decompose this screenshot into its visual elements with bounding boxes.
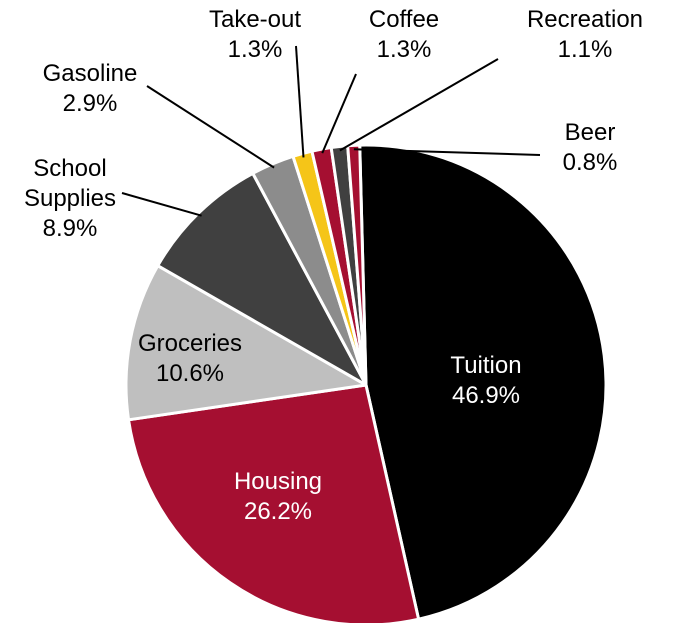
- slice-value-groceries: 10.6%: [156, 360, 224, 387]
- slice-label-coffee: Coffee: [369, 6, 439, 33]
- slice-label-recreation: Recreation: [527, 6, 643, 33]
- slice-label-groceries: Groceries: [138, 330, 242, 357]
- slice-value-tuition: 46.9%: [452, 382, 520, 409]
- slice-value-beer: 0.8%: [563, 149, 618, 176]
- slice-label-housing: Housing: [234, 468, 322, 495]
- slice-label-beer: Beer: [565, 119, 616, 146]
- leader-line-recreation: [339, 58, 499, 152]
- pie-slice-school-supplies: [156, 171, 368, 387]
- slice-value-recreation: 1.1%: [558, 36, 613, 63]
- slice-value-gasoline: 2.9%: [63, 90, 118, 117]
- slice-value-take-out: 1.3%: [228, 36, 283, 63]
- leader-line-gasoline: [146, 85, 275, 169]
- slice-value-coffee: 1.3%: [377, 36, 432, 63]
- leader-line-school-supplies: [121, 192, 202, 217]
- leader-line-coffee: [321, 73, 357, 154]
- leader-lines: [121, 45, 541, 217]
- slice-value-school-supplies: 8.9%: [43, 215, 98, 242]
- leader-line-take-out: [295, 45, 305, 158]
- slice-label-gasoline: Gasoline: [43, 60, 138, 87]
- slice-label-tuition: Tuition: [450, 352, 521, 379]
- slice-label-take-out: Take-out: [209, 6, 301, 33]
- slice-labels: Tuition 46.9% Housing 26.2% Groceries 10.6% Sc…: [24, 6, 643, 525]
- pie-slice-groceries: [124, 264, 368, 422]
- slice-label-school-supplies: Supplies: [24, 185, 116, 212]
- pie-slice-housing: [127, 383, 421, 623]
- slice-value-housing: 26.2%: [244, 498, 312, 525]
- pie-slice-tuition: [358, 143, 608, 621]
- slice-label-school-supplies: School: [33, 155, 106, 182]
- leader-line-beer: [353, 148, 541, 156]
